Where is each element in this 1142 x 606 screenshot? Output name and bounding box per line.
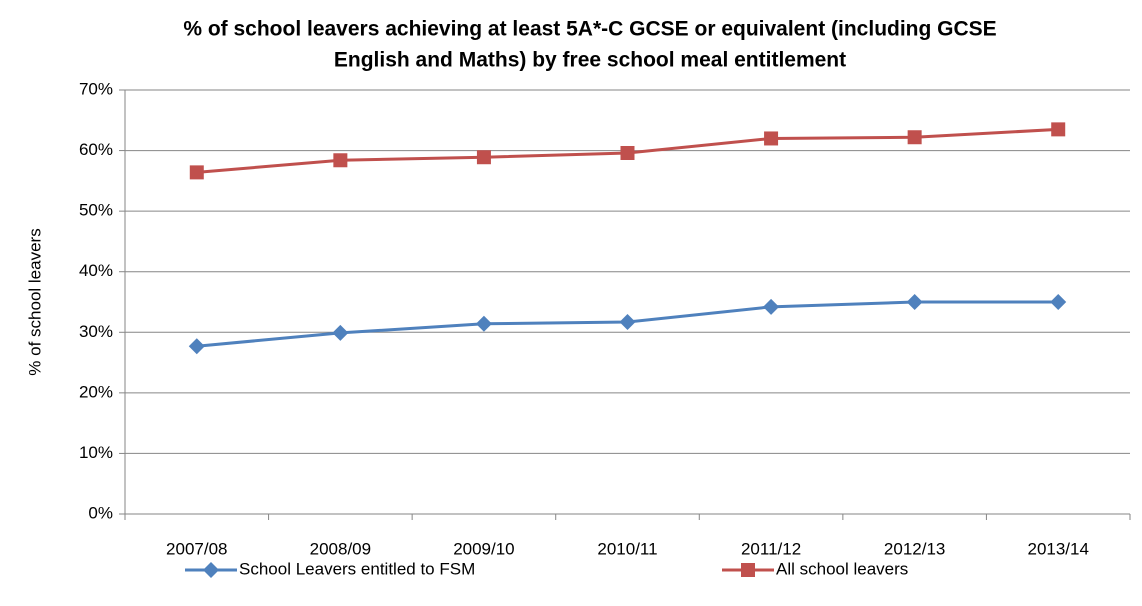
chart-title: % of school leavers achieving at least 5… <box>183 18 996 41</box>
x-tick-label: 2012/13 <box>884 539 945 558</box>
x-tick-label: 2011/12 <box>741 539 801 558</box>
y-tick-label: 60% <box>79 140 113 159</box>
x-tick-label: 2007/08 <box>166 539 227 558</box>
marker <box>741 563 755 577</box>
y-tick-label: 70% <box>79 79 113 98</box>
marker <box>332 324 349 341</box>
marker <box>619 313 636 330</box>
x-tick-label: 2013/14 <box>1027 539 1088 558</box>
x-tick-label: 2010/11 <box>597 539 657 558</box>
marker <box>906 294 923 310</box>
y-tick-label: 50% <box>79 201 113 220</box>
legend-label: School Leavers entitled to FSM <box>239 559 475 578</box>
y-tick-label: 40% <box>79 261 113 280</box>
y-tick-label: 0% <box>88 503 113 522</box>
y-tick-label: 10% <box>79 443 113 462</box>
marker <box>203 562 219 578</box>
marker <box>188 338 205 355</box>
marker <box>763 298 780 315</box>
marker <box>475 315 492 332</box>
y-axis-label: % of school leavers <box>25 228 44 375</box>
marker <box>476 150 491 165</box>
chart-title: English and Maths) by free school meal e… <box>334 49 846 72</box>
marker <box>620 145 635 160</box>
marker <box>189 165 204 180</box>
x-tick-label: 2009/10 <box>453 539 514 558</box>
marker <box>333 153 348 168</box>
marker <box>1050 294 1067 310</box>
y-tick-label: 20% <box>79 382 113 401</box>
y-tick-label: 30% <box>79 322 113 341</box>
x-tick-label: 2008/09 <box>310 539 371 558</box>
legend-label: All school leavers <box>776 559 908 578</box>
marker <box>907 130 922 145</box>
marker <box>1051 122 1066 137</box>
marker <box>764 131 779 146</box>
